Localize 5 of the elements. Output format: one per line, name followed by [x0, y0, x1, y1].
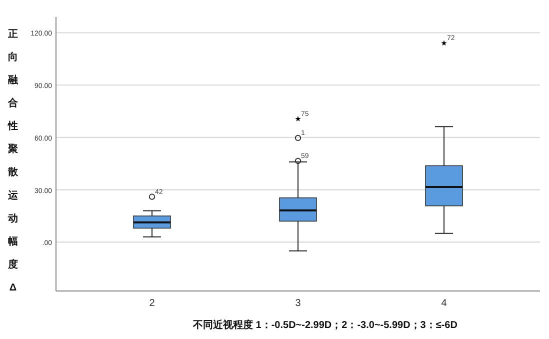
x-tick-label: 4: [441, 298, 448, 309]
text: 正向融合性聚散运动幅度Δ: [8, 29, 18, 294]
x-tick-label: 2: [149, 298, 156, 309]
x-axis-title: 不同近视程度 1：-0.5D~-2.99D；2：-3.0~-5.99D；3：≤-6D: [192, 319, 458, 331]
x-tick-label: 3: [295, 298, 302, 309]
